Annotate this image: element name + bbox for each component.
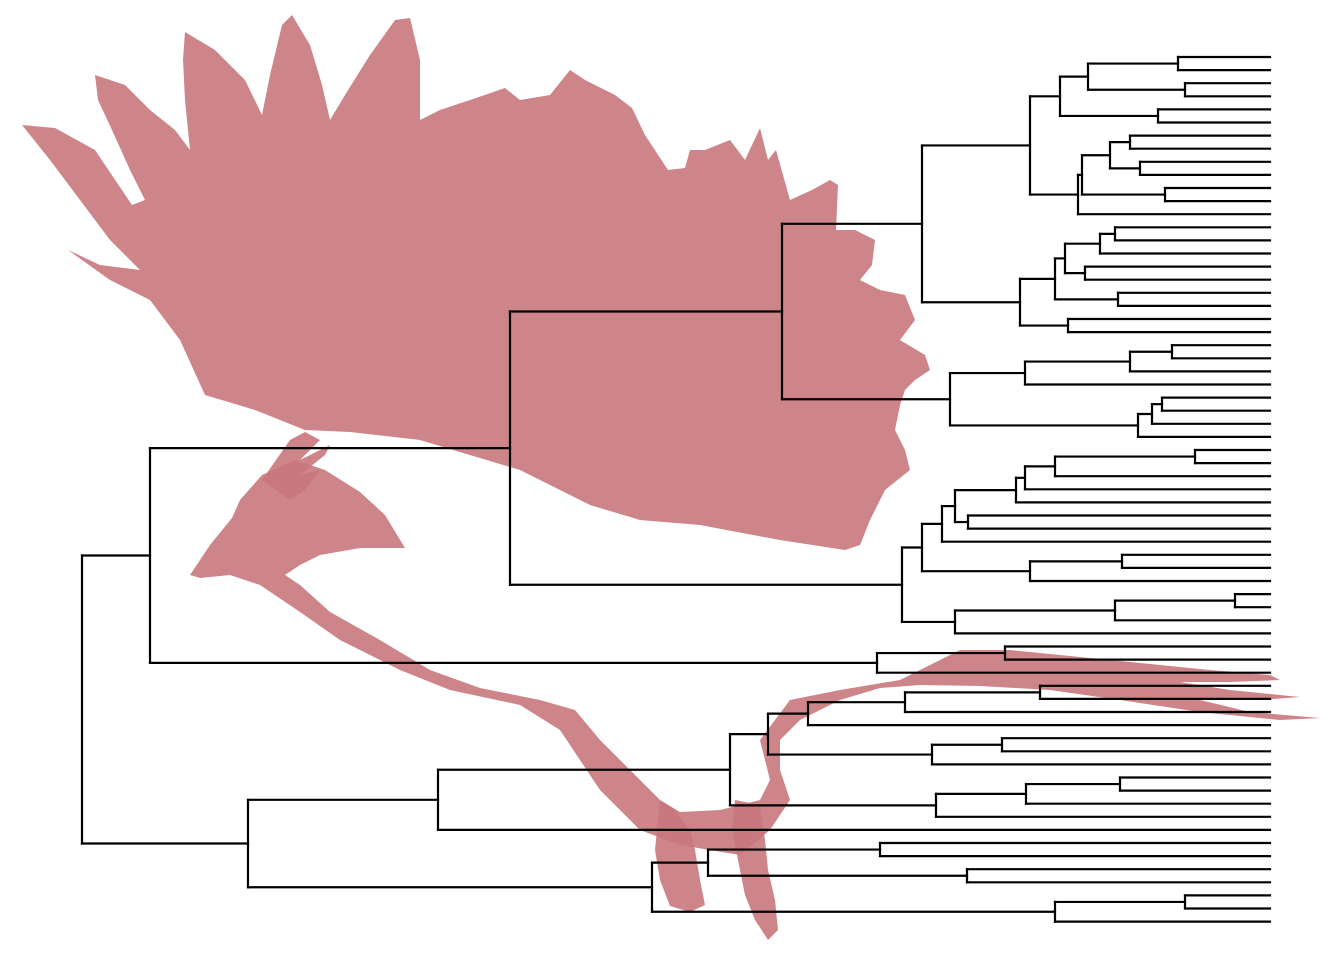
crest-shape (262, 432, 330, 500)
left-wing-shape (22, 15, 930, 550)
right-leg-shape (732, 800, 778, 940)
body-shape (190, 460, 1320, 855)
left-leg-shape (655, 800, 705, 912)
bird-silhouette-icon (22, 15, 1320, 940)
phylogenetic-tree (80, 55, 1272, 923)
